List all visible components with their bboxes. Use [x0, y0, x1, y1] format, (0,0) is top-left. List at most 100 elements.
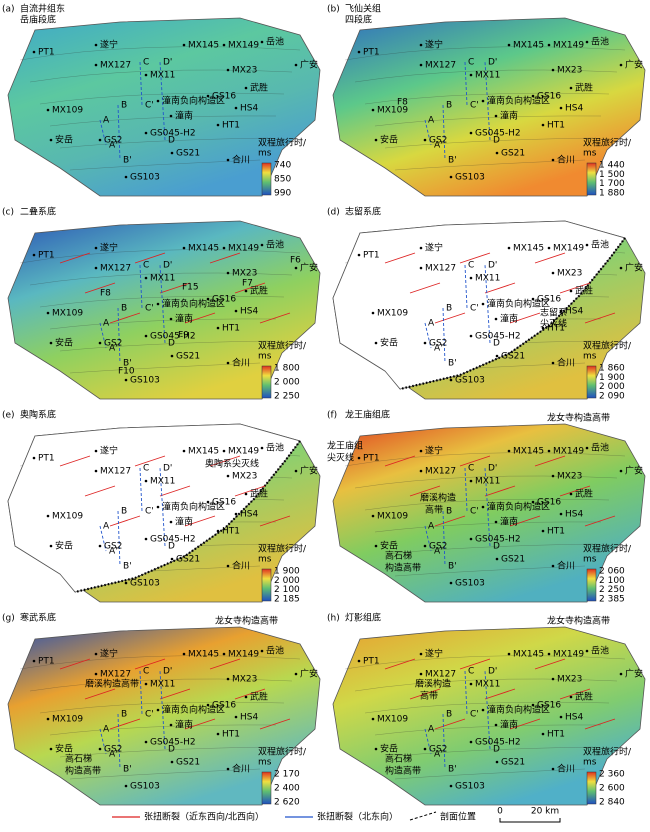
profile-label: A [103, 725, 110, 735]
place-dot [547, 652, 551, 656]
map-area [7, 626, 321, 806]
fault [584, 718, 616, 730]
profile-line [424, 525, 432, 552]
place-label: 安岳 [380, 337, 398, 349]
colorbar-label: 2 100 [274, 585, 300, 595]
fault [184, 718, 216, 730]
place-dot [144, 537, 148, 541]
place-dot [494, 317, 498, 321]
place-label: GS045-H2 [150, 129, 196, 139]
contour [39, 701, 285, 714]
colorbar-title: 双程旅行时/ [583, 340, 632, 352]
profile-label: B' [123, 156, 132, 166]
place-dot [144, 682, 148, 686]
map-area [332, 626, 646, 806]
place-dot [170, 151, 174, 155]
contour [374, 724, 602, 736]
place-label: 岳池 [266, 442, 284, 454]
colorbar-label: 1 700 [599, 179, 625, 189]
contour [384, 543, 594, 555]
place-label: HT1 [222, 121, 240, 131]
place-label: HT1 [547, 527, 565, 537]
contour [364, 701, 610, 714]
place-dot [531, 703, 535, 707]
profile-label: D' [163, 464, 172, 474]
place-label: 安岳 [55, 540, 73, 552]
place-dot [49, 544, 53, 548]
place-label: 潼南 [500, 313, 518, 325]
contour [19, 249, 301, 264]
place-dot [32, 50, 36, 54]
eroded-area [332, 220, 626, 390]
fault [459, 252, 491, 264]
place-label: 岳池 [266, 239, 284, 251]
panel-title: 岳庙段底 [20, 14, 56, 26]
fault [134, 252, 166, 264]
profile-label: B' [448, 562, 457, 572]
place-dot [495, 151, 499, 155]
panel-title: 二叠系底 [20, 206, 56, 218]
place-dot [94, 652, 98, 656]
place-dot [94, 672, 98, 676]
fault [459, 658, 491, 670]
place-label: 合川 [557, 154, 575, 166]
fault [434, 718, 466, 730]
map-note: F8 [100, 289, 111, 299]
place-dot [469, 682, 473, 686]
contour [39, 295, 285, 308]
place-dot [49, 341, 53, 345]
panel-label: (e) [2, 411, 15, 421]
contour [29, 69, 293, 83]
profile-line [117, 510, 121, 567]
profile-line [484, 264, 491, 344]
place-dot [551, 271, 555, 275]
place-label: GS21 [176, 555, 200, 565]
panel-title: 飞仙关组 [345, 3, 381, 15]
place-label: 广安 [625, 668, 643, 680]
profile-label: B' [123, 765, 132, 775]
place-label: GS103 [455, 376, 485, 386]
map-note: F15 [182, 283, 199, 293]
fault [209, 455, 241, 467]
place-dot [357, 50, 361, 54]
place-dot [170, 760, 174, 764]
profile-label: A [103, 522, 110, 532]
map-area [7, 220, 321, 400]
legend-text: 剖面位置 [440, 811, 476, 823]
fault [509, 515, 541, 527]
place-label: MX11 [475, 274, 500, 284]
place-label: 合川 [557, 560, 575, 572]
profile-line [159, 264, 166, 344]
colorbar-label: 2 170 [274, 770, 300, 780]
profile-line [424, 728, 432, 755]
place-dot [541, 529, 545, 533]
place-dot [559, 106, 563, 110]
place-label: MX109 [52, 106, 83, 116]
place-label: 广安 [300, 465, 318, 477]
fault [584, 312, 616, 324]
place-label: 潼南 [500, 719, 518, 731]
place-label: GS103 [130, 173, 160, 183]
place-dot [169, 317, 173, 321]
place-label: MX23 [232, 269, 257, 279]
place-label: MX23 [557, 269, 582, 279]
map-note: F7 [242, 279, 253, 289]
place-dot [585, 243, 589, 247]
place-label: HS4 [565, 307, 583, 317]
panel-title: 寒武系底 [20, 612, 56, 624]
place-dot [547, 246, 551, 250]
fault [509, 312, 541, 324]
place-dot [226, 271, 230, 275]
colorbar-title: 双程旅行时/ [258, 137, 307, 149]
profile-label: D' [488, 261, 497, 271]
place-label: 安岳 [380, 134, 398, 146]
place-label: MX149 [553, 244, 584, 254]
map-area [332, 423, 646, 603]
place-dot [531, 297, 535, 301]
place-dot [619, 672, 623, 676]
place-dot [94, 469, 98, 473]
map-note: 龙王庙组 [327, 440, 363, 452]
place-label: GS21 [501, 758, 525, 768]
place-label: PT1 [38, 48, 55, 58]
colorbar-label: 2 360 [599, 770, 625, 780]
